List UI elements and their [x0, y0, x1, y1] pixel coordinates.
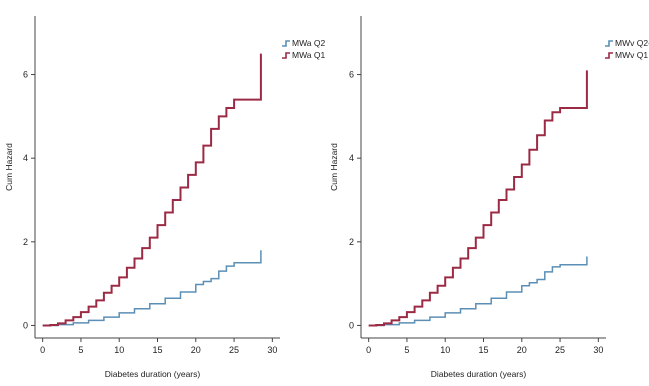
- chart-right-legend-label: MWv Q2-4: [615, 38, 649, 48]
- chart-left-legend-label: MWa Q2-4: [292, 38, 325, 48]
- chart-left-x-tick-label: 0: [40, 345, 45, 355]
- chart-left-series-q1-line: [42, 53, 262, 327]
- chart-left-legend-label: MWa Q1: [292, 50, 325, 60]
- chart-right-series-q2-4-line: [368, 256, 588, 327]
- chart-right-series-q1-line: [368, 70, 588, 327]
- chart-right-x-tick-label: 25: [555, 345, 565, 355]
- chart-left-x-tick-label: 10: [114, 345, 124, 355]
- chart-left-y-tick-label: 2: [23, 237, 28, 247]
- chart-svg-left: 0 5 10 15 20 25 30 0 2 4 6 Diabetes duration (years…: [4, 16, 333, 379]
- chart-left-legend-swatch: [282, 40, 290, 47]
- chart-left-y-axis-title: Cum Hazard: [4, 143, 14, 191]
- chart-right-x-tick-label: 10: [440, 345, 450, 355]
- chart-left-x-tick-label: 30: [267, 345, 277, 355]
- chart-left-y-tick-label: 0: [23, 320, 28, 330]
- chart-left-x-tick-label: 20: [191, 345, 201, 355]
- chart-right-y-tick-label: 6: [349, 70, 354, 80]
- chart-right-y-tick-label: 0: [349, 320, 354, 330]
- chart-svg-right: 0 5 10 15 20 25 30 0 2 4 6 Diabetes duration (years…: [329, 16, 649, 379]
- chart-left-x-tick-label: 15: [152, 345, 162, 355]
- chart-right-x-tick-label: 30: [593, 345, 603, 355]
- chart-right-y-tick-label: 2: [349, 237, 354, 247]
- chart-left-x-axis-title: Diabetes duration (years): [105, 369, 201, 379]
- chart-right-y-tick-label: 4: [349, 153, 354, 163]
- chart-right-x-tick-label: 5: [404, 345, 409, 355]
- chart-panel-left: 0 5 10 15 20 25 30 0 2 4 6 Diabetes duration (years…: [0, 0, 333, 381]
- chart-right-legend-label: MWv Q1: [615, 50, 648, 60]
- chart-left-series-q2-4-line: [42, 250, 262, 327]
- chart-left-y-tick-label: 4: [23, 153, 28, 163]
- chart-panel-right: 0 5 10 15 20 25 30 0 2 4 6 Diabetes duration (years…: [325, 0, 649, 381]
- chart-right-x-tick-label: 0: [366, 345, 371, 355]
- chart-left-y-tick-label: 6: [23, 70, 28, 80]
- chart-left-legend-swatch: [282, 52, 290, 59]
- chart-right-x-tick-label: 20: [517, 345, 527, 355]
- chart-right-legend-swatch: [605, 52, 613, 59]
- chart-right-legend-swatch: [605, 40, 613, 47]
- chart-left-x-tick-label: 25: [229, 345, 239, 355]
- chart-right-x-axis-title: Diabetes duration (years): [431, 369, 527, 379]
- chart-right-y-axis-title: Cum Hazard: [329, 143, 339, 191]
- chart-left-x-tick-label: 5: [78, 345, 83, 355]
- chart-right-x-tick-label: 15: [478, 345, 488, 355]
